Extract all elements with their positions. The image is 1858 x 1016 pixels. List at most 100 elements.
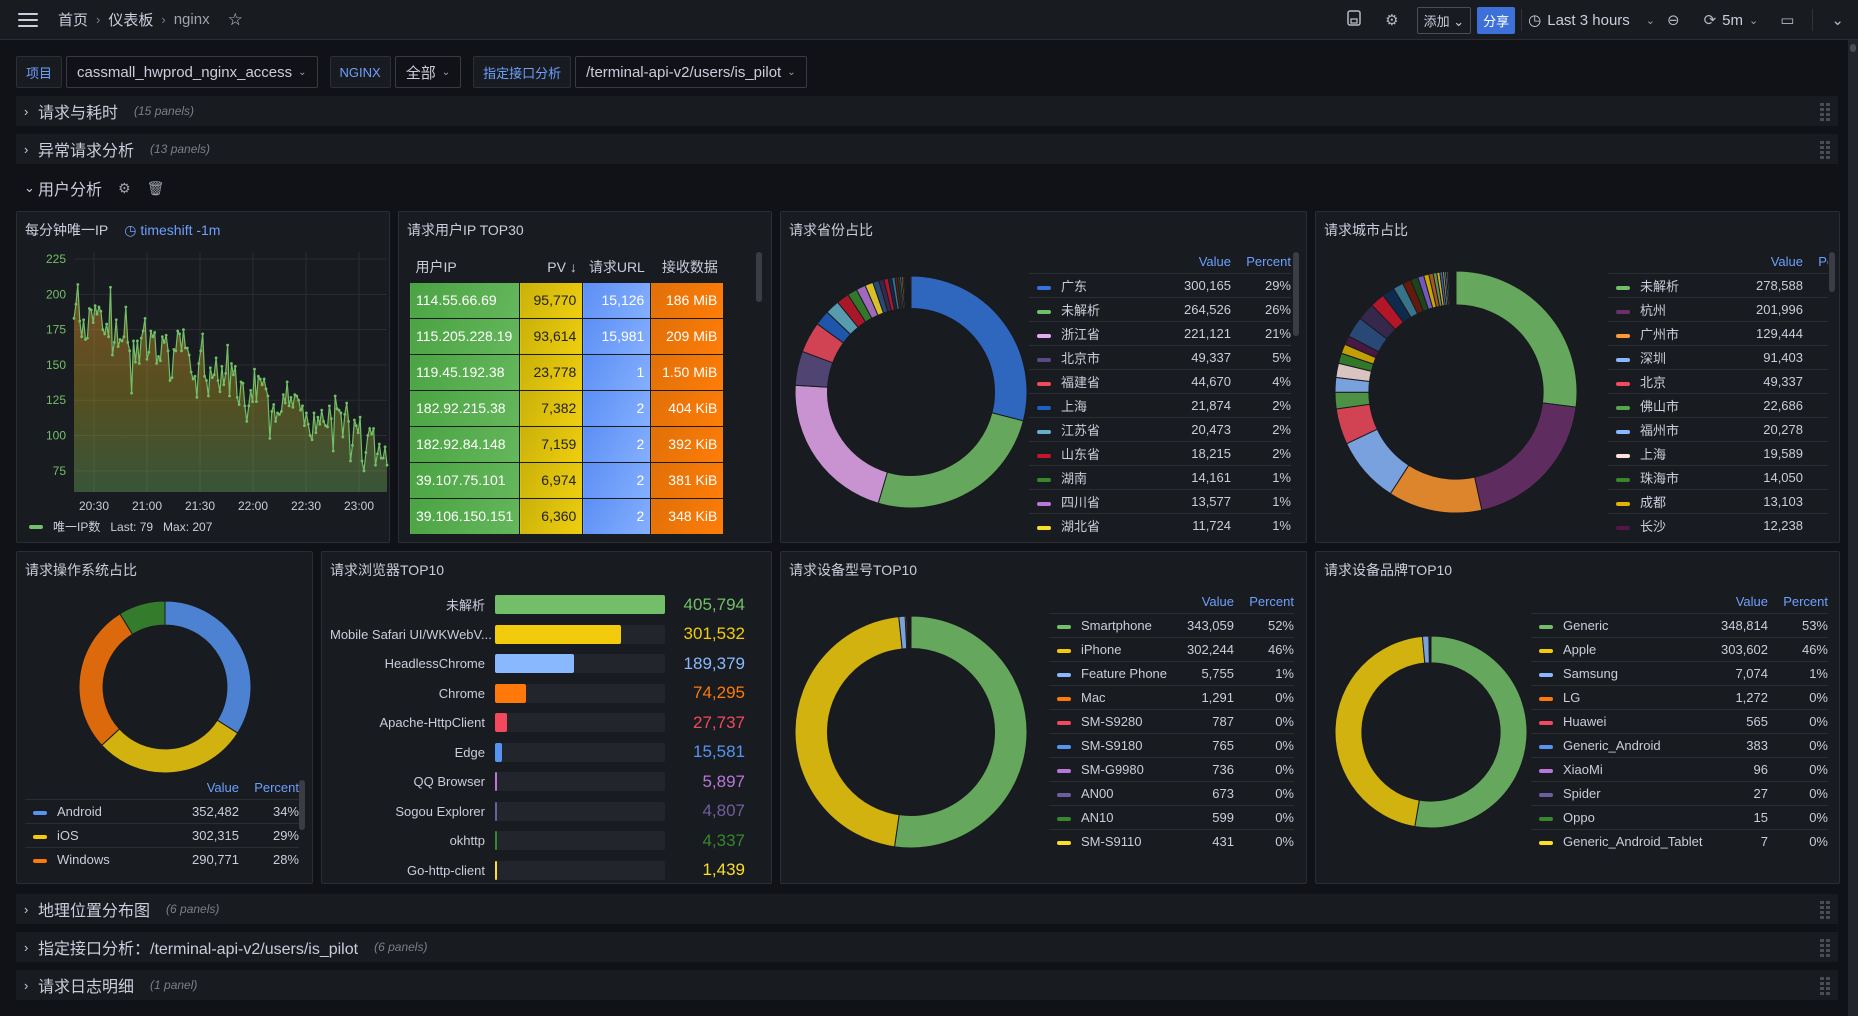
bar-row[interactable]: Apache-HttpClient 27,737 <box>330 708 745 738</box>
collapse-icon[interactable]: ⌄ <box>1831 12 1844 29</box>
legend-item[interactable]: 浙江省 221,121 21% <box>1029 321 1291 346</box>
row-api-analysis[interactable]: › 指定接口分析：/terminal-api-v2/users/is_pilot… <box>16 932 1838 962</box>
legend-item[interactable]: AN00 673 0% <box>1049 781 1294 806</box>
drag-handle-icon[interactable] <box>1820 901 1830 919</box>
legend-item[interactable]: Spider 27 0% <box>1531 781 1828 806</box>
legend-item[interactable]: SM-S9180 765 0% <box>1049 733 1294 758</box>
pie-slice-0[interactable] <box>893 615 1028 849</box>
legend-item[interactable]: iOS 302,315 29% <box>25 823 299 848</box>
legend-item[interactable]: Mac 1,291 0% <box>1049 685 1294 710</box>
table-row[interactable]: 119.45.192.38 23,778 1 1.50 MiB <box>408 353 725 391</box>
legend-item[interactable]: 湖南 14,161 1% <box>1029 465 1291 490</box>
legend-item[interactable]: Samsung 7,074 1% <box>1531 661 1828 686</box>
drag-handle-icon[interactable] <box>1820 103 1830 121</box>
breadcrumb-dashboards[interactable]: 仪表板 <box>108 12 154 29</box>
legend-item[interactable]: 珠海市 14,0501% <box>1608 465 1828 490</box>
pie-slice-0[interactable] <box>164 600 252 734</box>
legend-item[interactable]: SM-S9280 787 0% <box>1049 709 1294 734</box>
bar-row[interactable]: Sogou Explorer 4,807 <box>330 797 745 827</box>
column-header-url[interactable]: 请求URL <box>588 258 645 275</box>
row-requests-latency[interactable]: › 请求与耗时 (15 panels) <box>16 96 1838 126</box>
pie-slice-0[interactable] <box>1414 635 1528 829</box>
legend-item[interactable]: 佛山市 22,6862% <box>1608 393 1828 418</box>
legend-item[interactable]: 江苏省 20,473 2% <box>1029 417 1291 442</box>
pie-slice-1[interactable] <box>101 719 239 774</box>
legend-item[interactable]: 湖北省 11,724 1% <box>1029 513 1291 538</box>
legend-item[interactable]: 深圳 91,4039% <box>1608 345 1828 370</box>
legend-item[interactable]: SM-G9980 736 0% <box>1049 757 1294 782</box>
pie-slice-1[interactable] <box>1473 402 1577 511</box>
legend-header-value[interactable]: Value <box>1201 594 1234 609</box>
pie-slice-0[interactable] <box>910 275 1028 422</box>
share-button[interactable]: 分享 <box>1477 6 1516 34</box>
legend-item[interactable]: iPhone 302,244 46% <box>1049 637 1294 662</box>
legend-item[interactable]: Windows 290,771 28% <box>25 847 299 872</box>
province-donut-chart[interactable] <box>791 262 1031 522</box>
legend-scrollbar[interactable] <box>299 780 305 830</box>
bar-row[interactable]: Chrome 74,295 <box>330 679 745 709</box>
legend-header-percent[interactable]: Percent <box>1783 594 1828 609</box>
gear-icon[interactable]: ⚙ <box>1385 12 1399 29</box>
variable-select-nginx[interactable]: 全部 ⌄ <box>394 56 462 88</box>
breadcrumb-home[interactable]: 首页 <box>58 12 89 29</box>
legend-header-percent[interactable]: Percent <box>1818 254 1828 269</box>
row-abnormal-requests[interactable]: › 异常请求分析 (13 panels) <box>16 134 1838 164</box>
legend-header-value[interactable]: Value <box>1198 254 1231 269</box>
row-geo-distribution[interactable]: › 地理位置分布图 (6 panels) <box>16 894 1838 924</box>
pie-slice-other[interactable] <box>909 275 912 309</box>
legend-item[interactable]: Generic_Android_Tablet 7 0% <box>1531 829 1828 854</box>
variable-select-api[interactable]: /terminal-api-v2/users/is_pilot ⌄ <box>575 56 807 88</box>
legend-item[interactable]: 上海 19,5892% <box>1608 441 1828 466</box>
zoom-out-icon[interactable]: ⊖ <box>1667 12 1680 29</box>
table-row[interactable]: 182.92.84.148 7,159 2 392 KiB <box>408 425 725 463</box>
row-request-logs[interactable]: › 请求日志明细 (1 panel) <box>16 970 1838 1000</box>
save-icon[interactable] <box>1347 10 1361 30</box>
table-row[interactable]: 39.106.150.151 6,360 2 348 KiB <box>408 497 725 535</box>
legend-header-percent[interactable]: Percent <box>254 780 299 795</box>
drag-handle-icon[interactable] <box>1820 939 1830 957</box>
table-row[interactable]: 115.205.228.19 93,614 15,981 209 MiB <box>408 317 725 355</box>
legend-header-value[interactable]: Value <box>206 780 239 795</box>
legend-item[interactable]: Generic 348,814 53% <box>1531 613 1828 638</box>
pie-slice-1[interactable] <box>877 412 1024 509</box>
pie-slice-0[interactable] <box>1455 270 1578 408</box>
legend-item[interactable]: Smartphone 343,059 52% <box>1049 613 1294 638</box>
legend-item[interactable]: 四川省 13,577 1% <box>1029 489 1291 514</box>
legend-item[interactable]: 福州市 20,2782% <box>1608 417 1828 442</box>
legend-item[interactable]: 杭州 201,99620% <box>1608 297 1828 322</box>
legend-item[interactable]: 福建省 44,670 4% <box>1029 369 1291 394</box>
legend-item[interactable]: 未解析 264,526 26% <box>1029 297 1291 322</box>
table-row[interactable]: 39.107.75.101 6,974 2 381 KiB <box>408 461 725 499</box>
bar-row[interactable]: Edge 15,581 <box>330 738 745 768</box>
add-button[interactable]: 添加 ⌄ <box>1416 6 1472 34</box>
legend-item[interactable]: 未解析 278,58827% <box>1608 273 1828 298</box>
pie-slice-1[interactable] <box>1334 635 1426 828</box>
drag-handle-icon[interactable] <box>1820 141 1830 159</box>
pie-slice-other[interactable] <box>119 600 166 635</box>
legend-item[interactable]: 广州市 129,44412% <box>1608 321 1828 346</box>
pie-slice-2[interactable] <box>794 384 889 504</box>
page-scrollbar[interactable] <box>1848 40 1858 1016</box>
bar-row[interactable]: Go-http-client 1,439 <box>330 856 745 884</box>
city-donut-chart[interactable] <box>1331 252 1581 532</box>
refresh-icon[interactable]: ⟳ <box>1703 12 1717 29</box>
device-brand-donut-chart[interactable] <box>1331 632 1531 832</box>
menu-icon[interactable] <box>18 12 38 27</box>
legend-item[interactable]: Oppo 15 0% <box>1531 805 1828 830</box>
os-donut-chart[interactable] <box>75 597 255 777</box>
gear-icon[interactable]: ⚙ <box>118 179 131 196</box>
legend-series-name[interactable]: 唯一IP数 <box>53 520 101 534</box>
time-picker[interactable]: ◷ Last 3 hours ⌄ <box>1528 11 1655 30</box>
timeseries-chart[interactable]: 75 100 125 150 175 200 225 20:30 21:00 21:30 22:00… <box>17 232 390 532</box>
legend-scrollbar[interactable] <box>1293 252 1299 336</box>
column-header-pv[interactable]: PV ↓ <box>547 258 577 275</box>
legend-item[interactable]: Generic_Android 383 0% <box>1531 733 1828 758</box>
trash-icon[interactable]: 🗑 <box>146 179 165 196</box>
column-header-received[interactable]: 接收数据 <box>661 258 718 275</box>
series-line[interactable] <box>73 284 388 471</box>
legend-item[interactable]: 山东省 18,215 2% <box>1029 441 1291 466</box>
table-scrollbar[interactable] <box>756 252 762 302</box>
legend-item[interactable]: 上海 21,874 2% <box>1029 393 1291 418</box>
